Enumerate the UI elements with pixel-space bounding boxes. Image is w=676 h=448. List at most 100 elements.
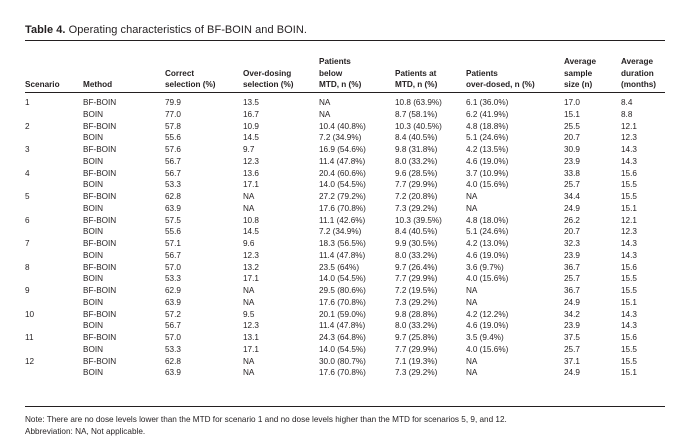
- cell-patients-at-mtd: 10.3 (40.5%): [395, 121, 442, 131]
- cell-correct-selection: 62.9: [165, 286, 181, 295]
- table-row: 9 BF-BOIN 62.9 NA 29.5 (80.6%) 7.2 (19.5%) NA 3…: [25, 285, 665, 297]
- cell-method: BF-BOIN: [83, 98, 117, 107]
- cell-average-duration: 14.3: [621, 250, 637, 260]
- cell-average-duration: 14.3: [621, 156, 637, 166]
- cell-patients-over-dosed: 3.7 (10.9%): [466, 168, 509, 178]
- cell-patients-over-dosed: NA: [466, 356, 478, 366]
- header-patients-below-mtd: Patients below MTD, n (%): [319, 56, 361, 90]
- table-row: BOIN 77.0 16.7 NA 8.7 (58.1%) 6.2 (41.9%) 15.1…: [25, 109, 665, 121]
- cell-patients-at-mtd: 7.3 (29.2%): [395, 203, 438, 213]
- cell-correct-selection: 62.8: [165, 356, 181, 366]
- cell-over-dosing-selection: 9.7: [243, 145, 255, 154]
- bottom-rule: [25, 406, 665, 407]
- cell-patients-below-mtd: NA: [319, 98, 331, 107]
- cell-average-duration: 15.6: [621, 168, 637, 178]
- cell-average-sample-size: 33.8: [564, 168, 580, 178]
- table-row: BOIN 63.9 NA 17.6 (70.8%) 7.3 (29.2%) NA 24.9 1…: [25, 297, 665, 309]
- header-correct-selection: Correct selection (%): [165, 68, 216, 90]
- table-row: BOIN 53.3 17.1 14.0 (54.5%) 7.7 (29.9%) 4.0 (…: [25, 344, 665, 356]
- cell-average-duration: 14.3: [621, 309, 637, 319]
- footnote-note: Note: There are no dose levels lower tha…: [25, 415, 507, 424]
- cell-patients-over-dosed: 3.5 (9.4%): [466, 333, 504, 342]
- cell-patients-over-dosed: 4.0 (15.6%): [466, 344, 509, 354]
- cell-patients-below-mtd: 14.0 (54.5%): [319, 274, 366, 284]
- cell-average-sample-size: 26.2: [564, 215, 580, 225]
- cell-correct-selection: 57.1: [165, 239, 181, 248]
- cell-average-sample-size: 25.5: [564, 121, 580, 131]
- cell-patients-below-mtd: 24.3 (64.8%): [319, 333, 366, 342]
- cell-over-dosing-selection: NA: [243, 297, 255, 307]
- cell-scenario: [25, 132, 83, 144]
- cell-patients-below-mtd: 17.6 (70.8%): [319, 297, 366, 307]
- cell-over-dosing-selection: 10.9: [243, 121, 259, 131]
- header-line: Patients: [319, 57, 351, 67]
- cell-over-dosing-selection: 17.1: [243, 180, 259, 190]
- cell-over-dosing-selection: 12.3: [243, 250, 259, 260]
- cell-patients-below-mtd: 16.9 (54.6%): [319, 145, 366, 154]
- cell-over-dosing-selection: 13.6: [243, 168, 259, 178]
- cell-method: BOIN: [83, 109, 104, 119]
- cell-patients-over-dosed: 4.2 (13.0%): [466, 239, 509, 248]
- cell-method: BF-BOIN: [83, 356, 117, 366]
- cell-scenario: 3: [25, 145, 30, 154]
- header-rule: [25, 92, 665, 93]
- header-average-duration: Average duration (months): [621, 56, 656, 90]
- header-over-dosing-selection: Over-dosing selection (%): [243, 68, 294, 90]
- table-footnotes: Note: There are no dose levels lower tha…: [25, 414, 507, 438]
- cell-average-duration: 12.1: [621, 215, 637, 225]
- cell-over-dosing-selection: NA: [243, 203, 255, 213]
- footnote-abbreviation: Abbreviation: NA, Not applicable.: [25, 427, 146, 436]
- header-line: (months): [621, 79, 657, 89]
- cell-average-duration: 8.8: [621, 109, 633, 119]
- cell-scenario: 10: [25, 309, 35, 319]
- header-line: Scenario: [25, 79, 60, 89]
- cell-average-sample-size: 34.2: [564, 309, 580, 319]
- cell-patients-over-dosed: 3.6 (9.7%): [466, 262, 504, 272]
- cell-over-dosing-selection: 13.2: [243, 262, 259, 272]
- cell-average-duration: 15.5: [621, 344, 637, 354]
- cell-patients-below-mtd: 11.4 (47.8%): [319, 321, 366, 331]
- table-row: 1 BF-BOIN 79.9 13.5 NA 10.8 (63.9%) 6.1 (36.0%…: [25, 97, 665, 109]
- cell-method: BF-BOIN: [83, 145, 117, 154]
- cell-patients-over-dosed: 4.2 (12.2%): [466, 309, 509, 319]
- cell-over-dosing-selection: 9.6: [243, 239, 255, 248]
- table-label: Table 4.: [25, 24, 66, 36]
- cell-average-sample-size: 25.7: [564, 274, 580, 284]
- cell-correct-selection: 56.7: [165, 156, 181, 166]
- cell-average-sample-size: 37.5: [564, 333, 580, 342]
- cell-method: BOIN: [83, 344, 104, 354]
- cell-method: BF-BOIN: [83, 121, 117, 131]
- cell-patients-over-dosed: 4.6 (19.0%): [466, 321, 509, 331]
- top-rule: [25, 40, 665, 41]
- cell-average-duration: 8.4: [621, 98, 633, 107]
- cell-average-sample-size: 20.7: [564, 133, 580, 143]
- cell-patients-at-mtd: 7.7 (29.9%): [395, 344, 438, 354]
- cell-patients-over-dosed: NA: [466, 192, 478, 201]
- cell-patients-over-dosed: NA: [466, 368, 478, 378]
- cell-over-dosing-selection: 12.3: [243, 321, 259, 331]
- cell-method: BOIN: [83, 368, 104, 378]
- table-row: 8 BF-BOIN 57.0 13.2 23.5 (64%) 9.7 (26.4%) 3.6…: [25, 262, 665, 274]
- cell-over-dosing-selection: NA: [243, 356, 255, 366]
- cell-patients-over-dosed: 4.0 (15.6%): [466, 180, 509, 190]
- cell-average-sample-size: 24.9: [564, 368, 580, 378]
- cell-patients-at-mtd: 7.7 (29.9%): [395, 180, 438, 190]
- cell-patients-below-mtd: 17.6 (70.8%): [319, 368, 366, 378]
- cell-over-dosing-selection: 14.5: [243, 133, 259, 143]
- cell-correct-selection: 56.7: [165, 321, 181, 331]
- cell-patients-over-dosed: 4.8 (18.8%): [466, 121, 509, 131]
- cell-scenario: [25, 320, 83, 332]
- cell-average-sample-size: 34.4: [564, 192, 580, 201]
- cell-scenario: 12: [25, 356, 35, 366]
- cell-scenario: 11: [25, 333, 34, 342]
- cell-patients-below-mtd: 27.2 (79.2%): [319, 192, 366, 201]
- cell-average-sample-size: 24.9: [564, 203, 580, 213]
- cell-patients-below-mtd: 30.0 (80.7%): [319, 356, 366, 366]
- table-row: BOIN 63.9 NA 17.6 (70.8%) 7.3 (29.2%) NA 24.9 1…: [25, 367, 665, 379]
- table-row: BOIN 53.3 17.1 14.0 (54.5%) 7.7 (29.9%) 4.0 (…: [25, 179, 665, 191]
- cell-scenario: [25, 297, 83, 309]
- cell-patients-at-mtd: 7.3 (29.2%): [395, 297, 438, 307]
- cell-correct-selection: 55.6: [165, 227, 181, 237]
- cell-method: BOIN: [83, 227, 104, 237]
- table-row: BOIN 56.7 12.3 11.4 (47.8%) 8.0 (33.2%) 4.6 (…: [25, 250, 665, 262]
